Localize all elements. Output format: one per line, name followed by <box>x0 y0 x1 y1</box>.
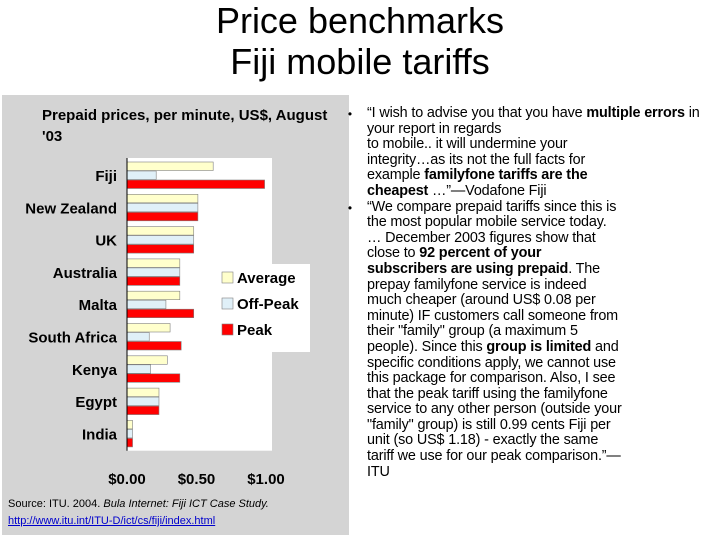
bar-uk-peak <box>126 244 195 254</box>
bar-malta-off-peak <box>126 299 167 309</box>
quote-area: • “I wish to advise you that you have mul… <box>336 105 720 481</box>
bar-india-off-peak <box>126 429 133 439</box>
bar-malta-peak <box>126 308 195 318</box>
slide-title-line2: Fiji mobile tariffs <box>230 41 490 82</box>
bar-south-africa-peak <box>126 341 182 351</box>
bar-australia-average <box>126 258 181 268</box>
chart-plot: Fiji New Zealand UK Australia Malta South Afr… <box>25 158 310 488</box>
bar-egypt-peak <box>126 405 160 415</box>
bar-new-zealand-peak <box>126 212 199 222</box>
slide-title-line1: Price benchmarks <box>215 0 505 41</box>
x-tick-label-0: $0.00 <box>108 471 146 488</box>
legend-label-peak: Peak <box>237 322 273 339</box>
chart-title: Prepaid prices, per minute, US$, August … <box>42 107 328 145</box>
category-label-malta: Malta <box>79 297 118 314</box>
category-label-australia: Australia <box>53 265 118 282</box>
bar-australia-off-peak <box>126 267 181 277</box>
legend-swatch-off-peak <box>221 297 234 310</box>
category-label-kenya: Kenya <box>72 362 118 379</box>
bullet-mark: • <box>347 107 353 121</box>
source-prefix: Source: ITU. 2004. <box>8 498 104 510</box>
quote-text: “I wish to advise you that you have mult… <box>367 105 700 199</box>
category-label-fiji: Fiji <box>95 168 117 185</box>
legend-swatch-peak <box>221 323 234 336</box>
quote-bullet-2: • “We compare prepaid tariffs since this … <box>336 198 720 481</box>
bar-egypt-off-peak <box>126 396 160 406</box>
x-tick-label-1: $0.50 <box>178 471 216 488</box>
bar-egypt-average <box>126 387 160 397</box>
bar-kenya-average <box>126 355 168 365</box>
source-link[interactable]: http://www.itu.int/ITU-D/ict/cs/fiji/ind… <box>8 515 216 527</box>
category-label-new-zealand: New Zealand <box>25 200 117 217</box>
bar-fiji-peak <box>126 179 265 189</box>
source-title: Bula Internet: Fiji ICT Case Study. <box>103 498 269 510</box>
legend-label-off-peak: Off-Peak <box>237 296 299 313</box>
bar-uk-off-peak <box>126 235 195 245</box>
bar-kenya-peak <box>126 373 181 383</box>
category-label-south-africa: South Africa <box>28 330 117 347</box>
bar-fiji-off-peak <box>126 170 157 180</box>
bar-india-peak <box>126 438 133 448</box>
bar-new-zealand-average <box>126 194 199 204</box>
bullet-mark: • <box>347 200 353 215</box>
bar-uk-average <box>126 226 195 236</box>
quote-bullet-1: • “I wish to advise you that you have mul… <box>336 105 720 200</box>
bar-malta-average <box>126 290 181 300</box>
bar-south-africa-average <box>126 323 171 333</box>
legend-label-average: Average <box>237 270 296 287</box>
bar-fiji-average <box>126 161 214 171</box>
slide-title: Price benchmarks Fiji mobile tariffs <box>0 0 720 82</box>
bar-south-africa-off-peak <box>126 332 150 342</box>
source-note: Source: ITU. 2004. Bula Internet: Fiji I… <box>8 496 348 530</box>
bar-kenya-off-peak <box>126 364 151 374</box>
bar-india-average <box>126 420 133 430</box>
category-label-egypt: Egypt <box>75 394 117 411</box>
bar-australia-peak <box>126 276 181 286</box>
category-label-india: India <box>82 426 118 443</box>
category-label-uk: UK <box>95 233 117 250</box>
bar-new-zealand-off-peak <box>126 203 199 213</box>
quote-text: “We compare prepaid tariffs since this i… <box>367 198 622 480</box>
x-tick-label-2: $1.00 <box>247 471 285 488</box>
chart-panel: Fiji New Zealand UK Australia Malta South Afr… <box>2 95 349 535</box>
legend-swatch-average <box>221 271 234 284</box>
